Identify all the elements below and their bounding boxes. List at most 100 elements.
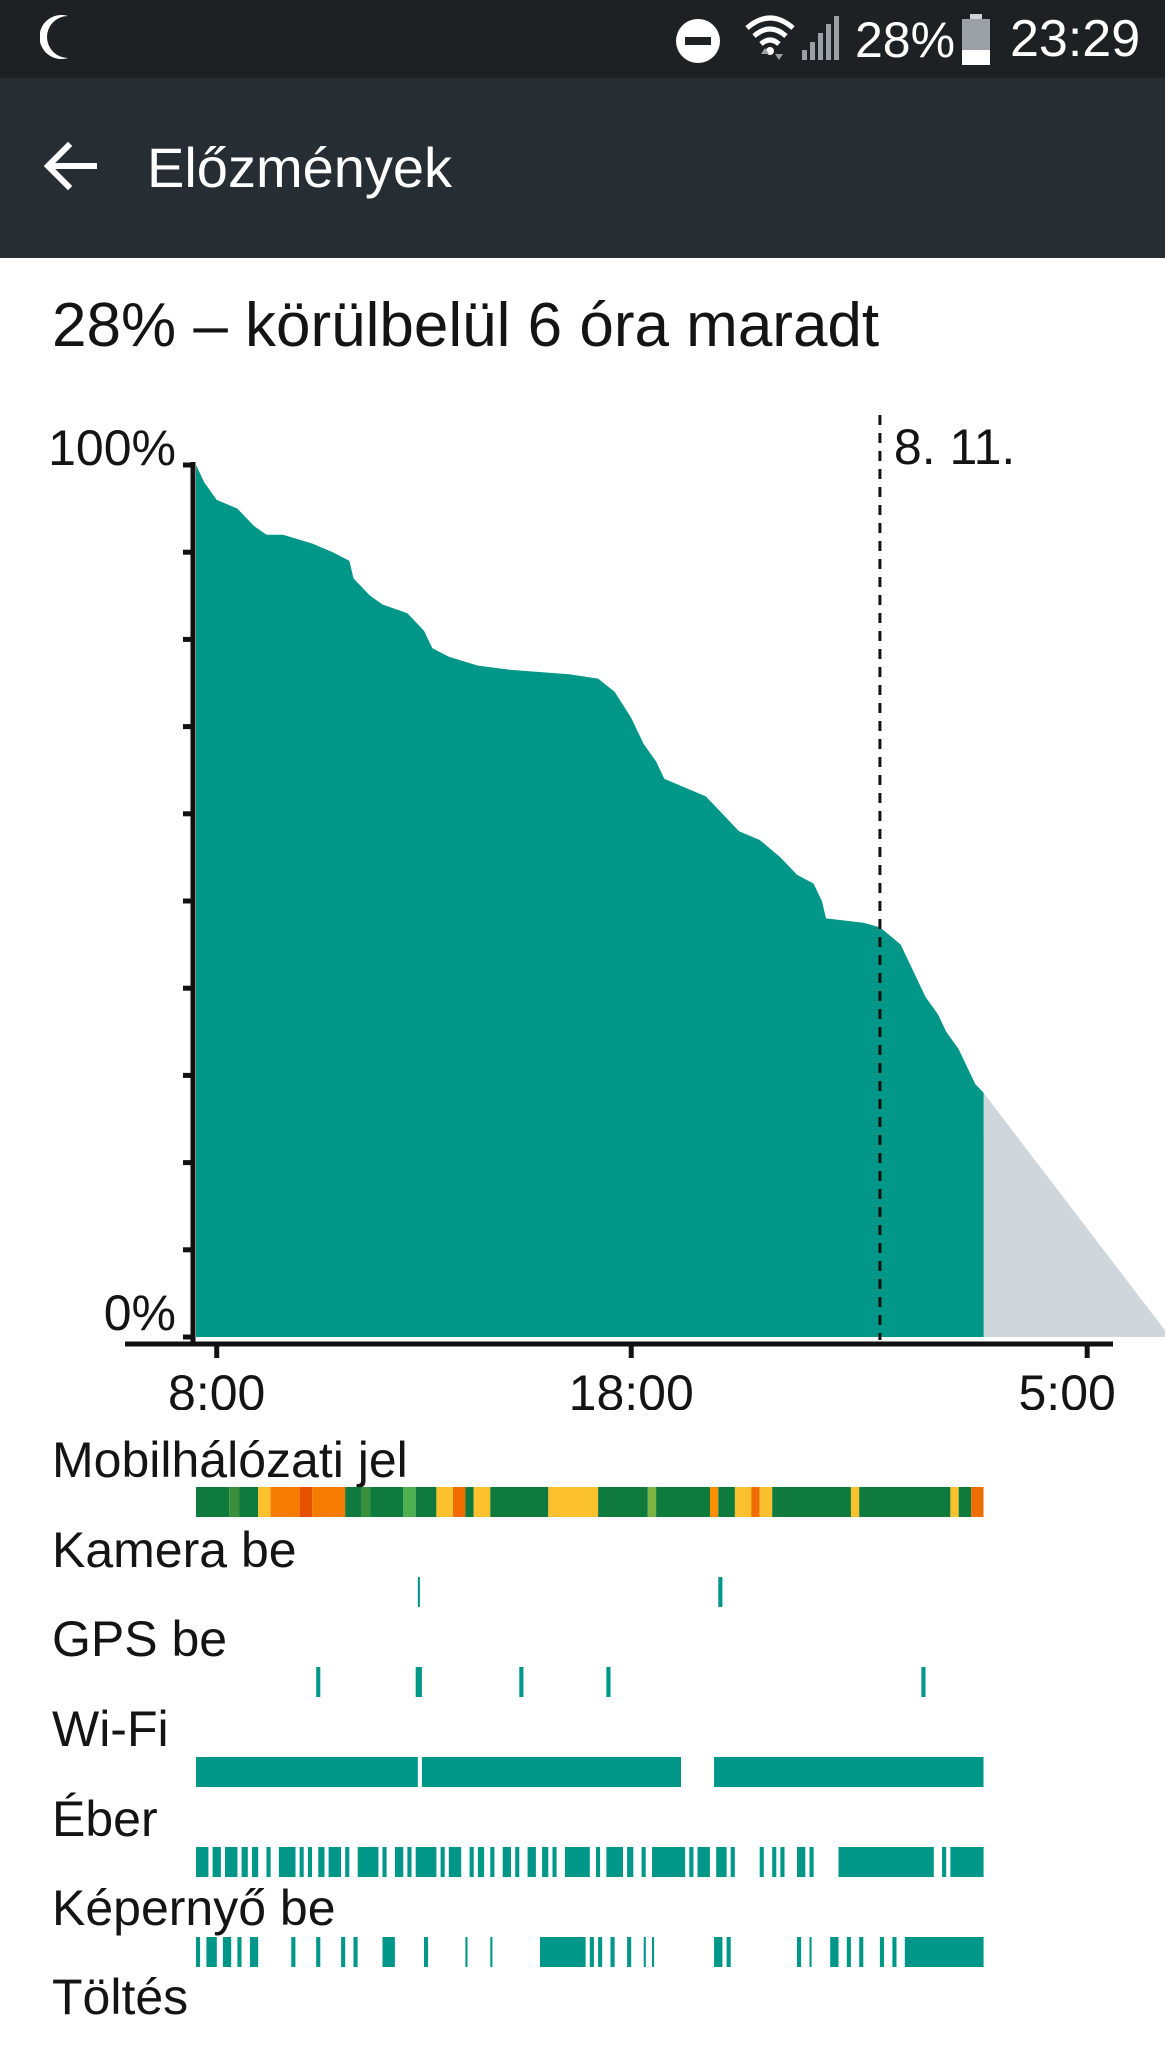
moon-icon bbox=[39, 12, 80, 67]
usage-segment bbox=[382, 1937, 395, 1967]
usage-segment bbox=[382, 1847, 387, 1877]
usage-segment bbox=[345, 1847, 350, 1877]
arrow-back-icon[interactable] bbox=[40, 136, 100, 201]
usage-segment bbox=[606, 1847, 623, 1877]
usage-segment bbox=[370, 1487, 404, 1517]
usage-segment bbox=[239, 1487, 259, 1517]
battery-icon bbox=[960, 14, 992, 71]
battery-summary: 28% – körülbelül 6 óra maradt bbox=[52, 291, 880, 360]
status-bar: 28% 23:29 bbox=[0, 0, 1165, 78]
usage-segment bbox=[291, 1937, 296, 1967]
usage-segment bbox=[266, 1847, 271, 1877]
row-label-mobile-signal: Mobilhálózati jel bbox=[52, 1432, 408, 1488]
usage-segment bbox=[502, 1847, 511, 1877]
usage-segment bbox=[797, 1937, 802, 1967]
usage-segment bbox=[490, 1487, 549, 1517]
usage-segment bbox=[415, 1667, 422, 1697]
usage-segment bbox=[403, 1487, 416, 1517]
usage-segment bbox=[689, 1847, 694, 1877]
usage-segment bbox=[415, 1847, 437, 1877]
usage-segment bbox=[859, 1487, 951, 1517]
usage-segment bbox=[859, 1937, 864, 1967]
usage-segment bbox=[465, 1937, 468, 1967]
usage-segment bbox=[627, 1937, 632, 1967]
usage-segment bbox=[353, 1937, 358, 1967]
usage-segment bbox=[222, 1937, 232, 1967]
usage-segment bbox=[772, 1847, 777, 1877]
usage-segment bbox=[424, 1937, 429, 1967]
usage-segment bbox=[830, 1937, 839, 1967]
usage-segment bbox=[519, 1667, 524, 1697]
usage-segment bbox=[589, 1937, 594, 1967]
usage-segment bbox=[436, 1487, 453, 1517]
usage-segment bbox=[971, 1487, 984, 1517]
usage-segment bbox=[652, 1847, 686, 1877]
cell-signal-icon bbox=[800, 16, 840, 67]
row-label-screen-on: Képernyő be bbox=[52, 1880, 336, 1936]
battery-chart: 100% 0% 8. 11. 8:00 18:00 5:00 bbox=[48, 415, 1165, 1410]
usage-segment bbox=[299, 1847, 304, 1877]
row-label-awake: Éber bbox=[52, 1791, 158, 1847]
usage-segment bbox=[892, 1937, 897, 1967]
usage-segment bbox=[465, 1487, 474, 1517]
y-bottom-label: 0% bbox=[104, 1285, 176, 1341]
usage-segment bbox=[448, 1847, 462, 1877]
usage-segment bbox=[730, 1847, 735, 1877]
usage-segment bbox=[196, 1937, 201, 1967]
usage-segment bbox=[490, 1937, 493, 1967]
usage-segment bbox=[596, 1847, 601, 1877]
usage-segment bbox=[548, 1487, 598, 1517]
usage-segment bbox=[316, 1937, 321, 1967]
usage-segment bbox=[361, 1487, 371, 1517]
usage-segment bbox=[477, 1847, 485, 1877]
usage-segment bbox=[879, 1937, 884, 1967]
usage-segment bbox=[312, 1487, 346, 1517]
usage-segment bbox=[751, 1487, 760, 1517]
battery-projection-area bbox=[983, 1092, 1165, 1337]
usage-segment bbox=[307, 1847, 312, 1877]
x-tick-label-1: 18:00 bbox=[569, 1365, 694, 1410]
usage-segment bbox=[950, 1847, 984, 1877]
usage-segment bbox=[258, 1487, 271, 1517]
usage-segment bbox=[345, 1487, 362, 1517]
usage-segment bbox=[252, 1847, 259, 1877]
usage-segment bbox=[716, 1847, 727, 1877]
row-label-gps: GPS be bbox=[52, 1611, 228, 1667]
usage-segment bbox=[598, 1937, 603, 1967]
x-tick-label-0: 8:00 bbox=[168, 1365, 265, 1410]
date-marker-label: 8. 11. bbox=[894, 419, 1015, 475]
usage-segment bbox=[846, 1937, 851, 1967]
usage-segment bbox=[407, 1847, 412, 1877]
usage-segment bbox=[196, 1757, 418, 1787]
usage-segment bbox=[759, 1487, 773, 1517]
usage-segment bbox=[564, 1847, 590, 1877]
usage-segment bbox=[328, 1847, 341, 1877]
usage-segment bbox=[490, 1847, 495, 1877]
usage-segment bbox=[734, 1487, 752, 1517]
usage-segment bbox=[196, 1847, 209, 1877]
app-bar: Előzmények bbox=[0, 78, 1165, 258]
page-title: Előzmények bbox=[147, 136, 453, 199]
usage-segment bbox=[904, 1937, 984, 1967]
usage-segment bbox=[942, 1847, 947, 1877]
usage-segment bbox=[316, 1667, 321, 1697]
usage-segment bbox=[241, 1847, 248, 1877]
usage-segment bbox=[726, 1937, 731, 1967]
usage-segment bbox=[542, 1847, 549, 1877]
usage-segment bbox=[440, 1847, 445, 1877]
usage-segment bbox=[212, 1847, 221, 1877]
usage-segment bbox=[809, 1937, 812, 1967]
battery-level-area bbox=[196, 465, 984, 1337]
usage-segment bbox=[780, 1847, 785, 1877]
usage-segment bbox=[598, 1487, 648, 1517]
usage-segment bbox=[958, 1487, 972, 1517]
usage-segment bbox=[718, 1487, 735, 1517]
usage-segment bbox=[270, 1487, 300, 1517]
usage-segment bbox=[797, 1847, 806, 1877]
usage-segment bbox=[950, 1487, 959, 1517]
usage-segment bbox=[718, 1577, 723, 1607]
y-ticks bbox=[183, 462, 193, 1340]
clock: 23:29 bbox=[1010, 10, 1141, 68]
usage-segment bbox=[610, 1937, 615, 1967]
